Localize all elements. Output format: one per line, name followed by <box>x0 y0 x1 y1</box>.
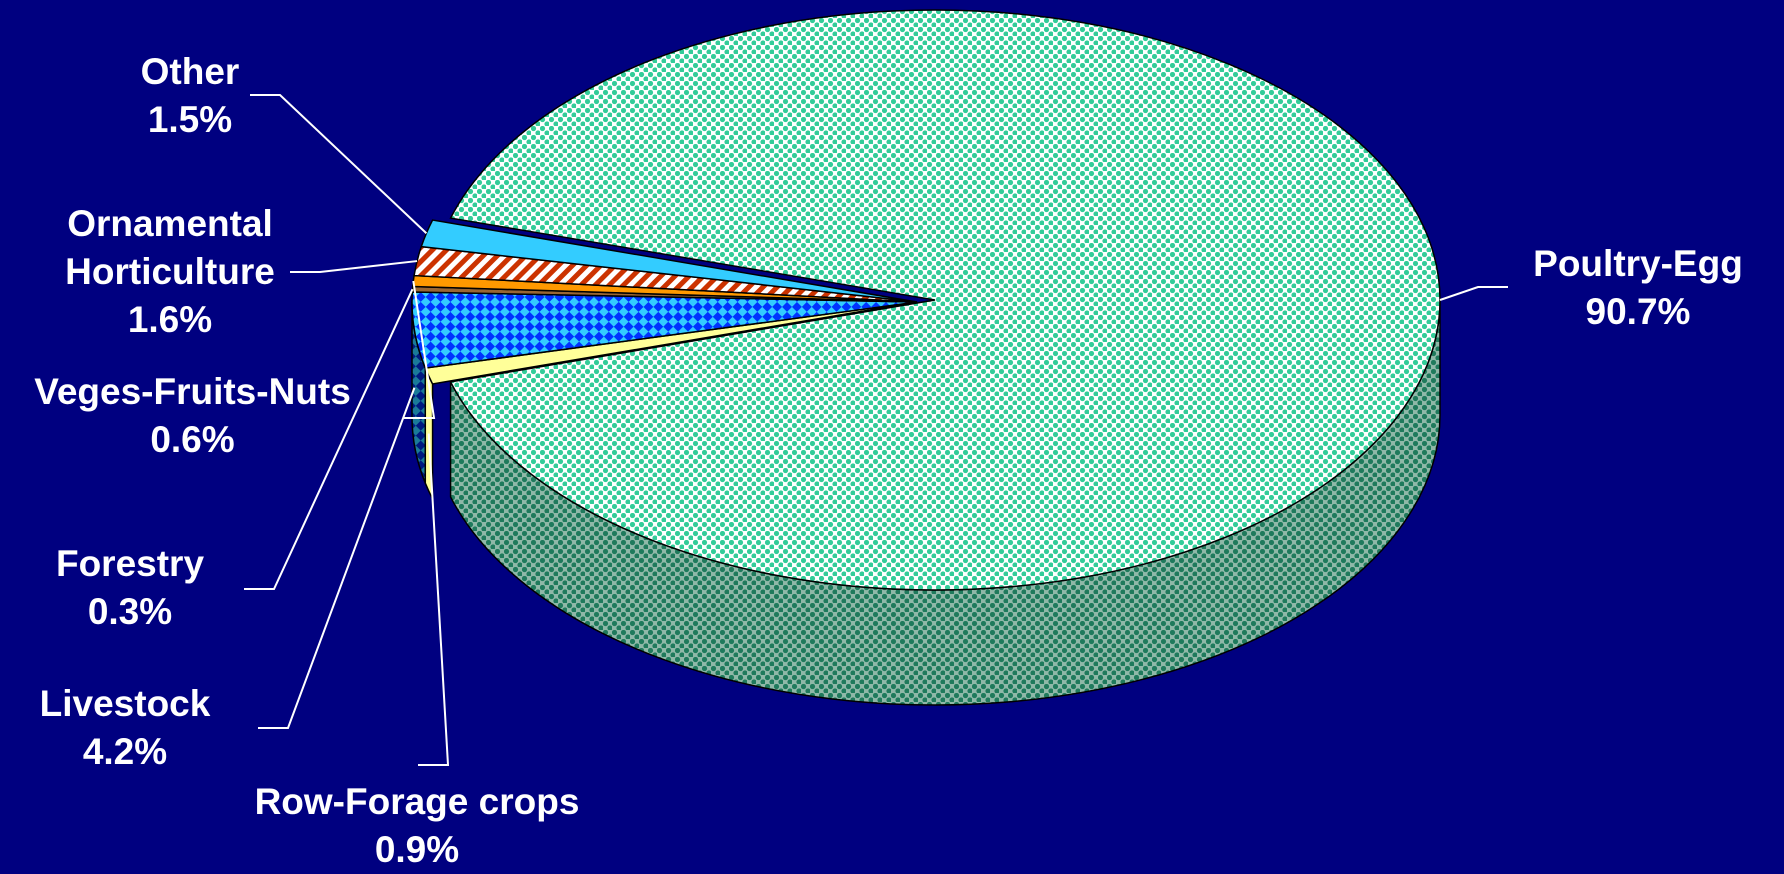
label-forestry: Forestry 0.3% <box>55 543 205 633</box>
label-row-forage-crops: Row-Forage crops 0.9% <box>254 781 580 871</box>
leader-line-forestry <box>244 288 414 590</box>
label-livestock: Livestock 4.2% <box>39 683 211 773</box>
label-veges-fruits-nuts: Veges-Fruits-Nuts 0.6% <box>34 371 351 461</box>
leader-line-ornamental-horticulture <box>290 260 418 273</box>
leader-line-other <box>250 94 428 235</box>
slice-poultry-egg <box>449 9 1441 591</box>
label-ornamental-horticulture: Ornamental Horticulture 1.6% <box>65 203 275 341</box>
leader-line-row-forage-crops <box>418 433 450 766</box>
label-other: Other 1.5% <box>140 51 240 141</box>
leader-line-veges-fruits-nuts <box>404 280 436 419</box>
leader-line-poultry-egg <box>1439 286 1508 301</box>
leader-line-livestock <box>258 387 416 729</box>
leader-lines <box>244 94 1508 766</box>
label-poultry-egg: Poultry-Egg 90.7% <box>1533 243 1743 333</box>
